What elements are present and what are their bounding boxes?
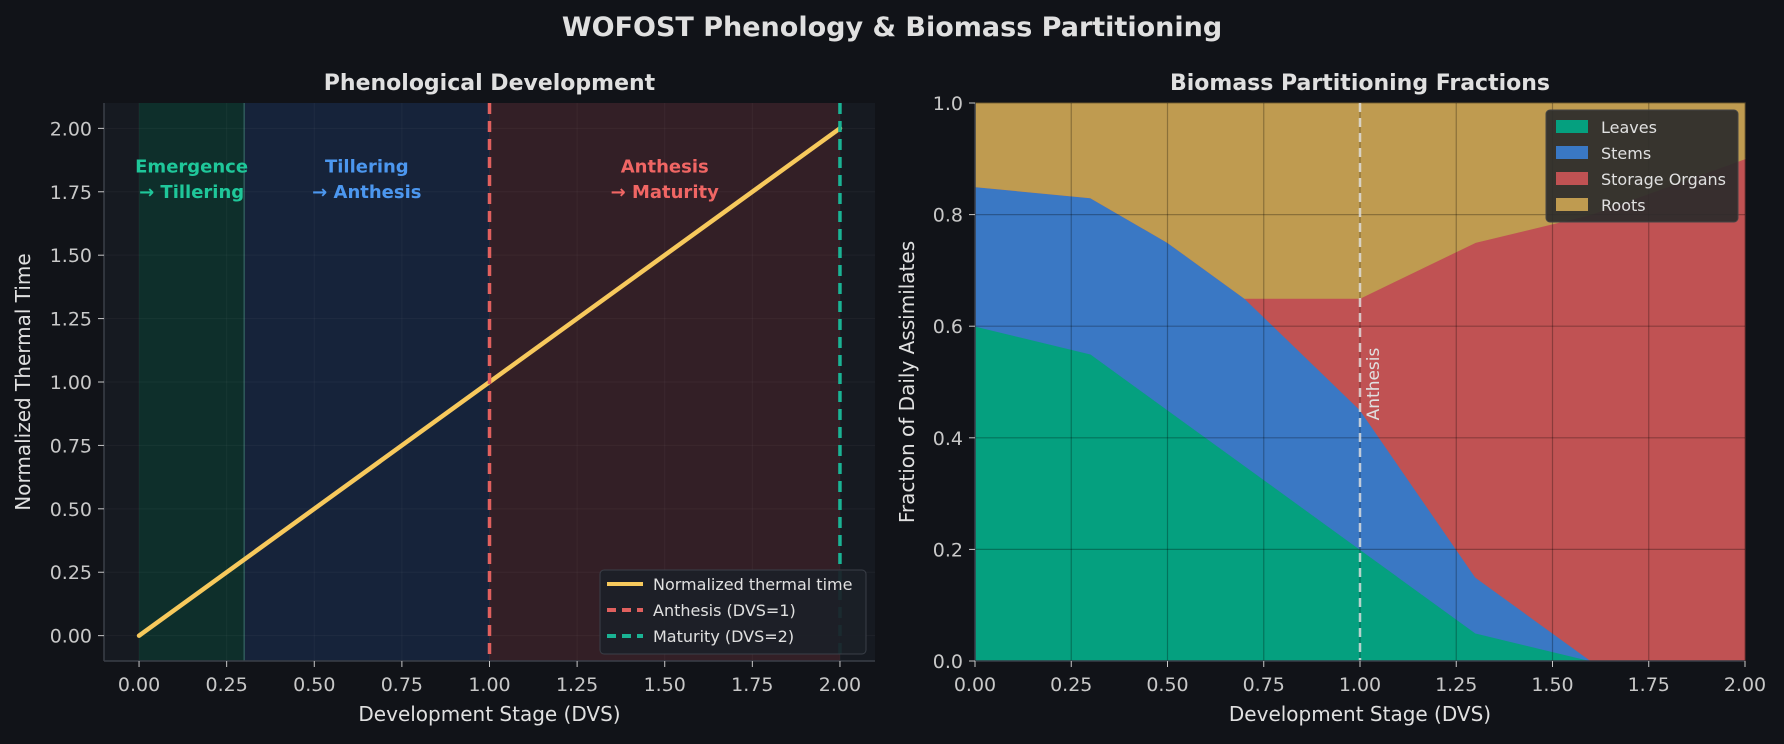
legend-box — [599, 569, 867, 655]
legend-label-1: Stems — [1601, 144, 1651, 163]
x-tick-label-0: 0.00 — [118, 674, 160, 696]
x-tick-label-8: 2.00 — [1724, 674, 1766, 696]
y-axis-label: Normalized Thermal Time — [11, 253, 35, 510]
legend-label-1: Anthesis (DVS=1) — [653, 601, 796, 620]
x-tick-label-3: 0.75 — [1243, 674, 1285, 696]
x-axis-label: Development Stage (DVS) — [1229, 702, 1491, 726]
legend-swatch-0 — [1556, 120, 1588, 133]
x-tick-label-2: 0.50 — [293, 674, 335, 696]
legend-label-2: Maturity (DVS=2) — [653, 627, 794, 646]
x-tick-label-6: 1.50 — [644, 674, 686, 696]
y-tick-label-6: 1.50 — [50, 245, 92, 267]
x-tick-label-3: 0.75 — [381, 674, 423, 696]
x-tick-label-1: 0.25 — [1050, 674, 1092, 696]
y-tick-label-2: 0.50 — [50, 499, 92, 521]
x-tick-label-5: 1.25 — [1435, 674, 1477, 696]
chart-title: Phenological Development — [324, 71, 656, 96]
phase-label-1-line2: → Anthesis — [312, 182, 421, 203]
y-tick-label-2: 0.4 — [933, 428, 963, 450]
y-tick-label-3: 0.6 — [933, 316, 963, 338]
x-tick-label-1: 0.25 — [206, 674, 248, 696]
y-tick-label-0: 0.00 — [50, 626, 92, 648]
legend-swatch-1 — [1556, 146, 1588, 159]
x-tick-label-5: 1.25 — [556, 674, 598, 696]
y-tick-label-1: 0.25 — [50, 562, 92, 584]
anthesis-annotation: Anthesis — [1364, 347, 1384, 420]
phase-region-2 — [489, 103, 840, 661]
y-tick-label-4: 0.8 — [933, 205, 963, 227]
y-tick-label-1: 0.2 — [933, 539, 963, 561]
y-tick-label-3: 0.75 — [50, 435, 92, 457]
x-tick-label-7: 1.75 — [1628, 674, 1670, 696]
y-axis-label: Fraction of Daily Assimilates — [895, 241, 919, 523]
phase-region-1 — [244, 103, 490, 661]
partitioning-chart: Anthesis 0.00 0.25 0.50 0.75 1.00 1.25 1.50 1.75… — [895, 71, 1766, 726]
legend-label-0: Leaves — [1601, 118, 1657, 137]
y-tick-label-8: 2.00 — [50, 118, 92, 140]
x-tick-label-4: 1.00 — [1339, 674, 1381, 696]
phase-label-2-line2: → Maturity — [611, 182, 719, 203]
phenology-chart: Emergence → Tillering Tillering → Anthesis A… — [11, 71, 875, 726]
legend-swatch-3 — [1556, 198, 1588, 211]
x-tick-label-2: 0.50 — [1146, 674, 1188, 696]
x-tick-label-0: 0.00 — [954, 674, 996, 696]
y-tick-label-5: 1.25 — [50, 309, 92, 331]
x-tick-label-7: 1.75 — [731, 674, 773, 696]
legend-label-2: Storage Organs — [1601, 170, 1726, 189]
legend-box — [1545, 109, 1739, 223]
x-tick-label-8: 2.00 — [819, 674, 861, 696]
phase-label-2: Anthesis — [621, 156, 709, 177]
legend-swatch-2 — [1556, 172, 1588, 185]
x-tick-label-4: 1.00 — [468, 674, 510, 696]
legend: Normalized thermal time Anthesis (DVS=1) M… — [599, 569, 867, 655]
x-axis-label: Development Stage (DVS) — [358, 702, 620, 726]
chart-title: Biomass Partitioning Fractions — [1170, 71, 1550, 96]
x-tick-label-6: 1.50 — [1531, 674, 1573, 696]
legend-label-3: Roots — [1601, 196, 1646, 215]
y-tick-label-5: 1.0 — [933, 93, 963, 115]
y-tick-label-4: 1.00 — [50, 372, 92, 394]
y-tick-label-0: 0.0 — [933, 651, 963, 673]
figure-title: WOFOST Phenology & Biomass Partitioning — [562, 12, 1222, 43]
phase-region-0 — [139, 103, 245, 661]
legend-label-0: Normalized thermal time — [653, 575, 852, 594]
legend: Leaves Stems Storage Organs Roots — [1545, 109, 1739, 223]
phase-label-1: Tillering — [325, 156, 409, 177]
phase-label-0: Emergence — [135, 156, 248, 177]
y-tick-label-7: 1.75 — [50, 182, 92, 204]
phase-label-0-line2: → Tillering — [139, 182, 244, 203]
